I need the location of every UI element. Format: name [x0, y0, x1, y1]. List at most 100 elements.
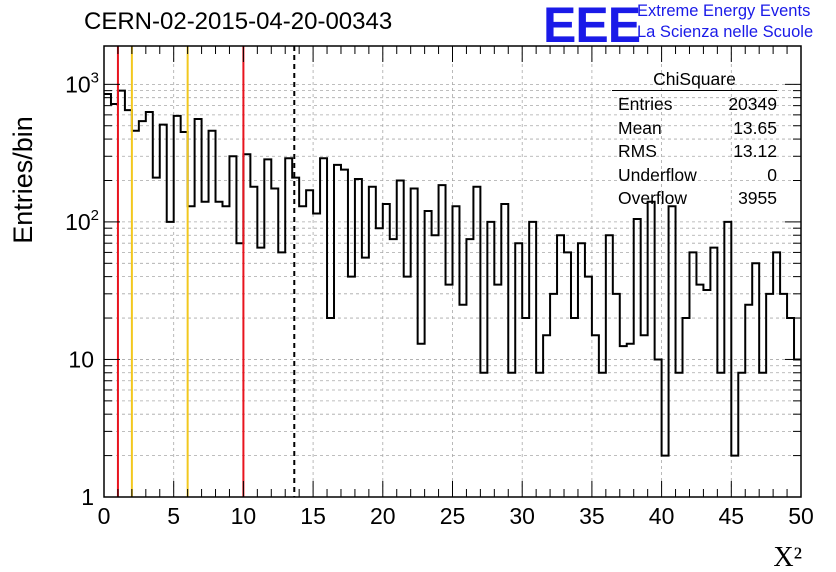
- x-tick-label: 40: [649, 503, 675, 529]
- x-tick-label: 25: [440, 503, 466, 529]
- histogram-bin: [731, 456, 738, 497]
- x-axis-title: X²: [773, 542, 802, 572]
- stats-box: ChiSquare Entries 20349 Mean 13.65 RMS 1…: [612, 66, 777, 211]
- histogram-bin: [125, 110, 132, 497]
- histogram-bin: [536, 373, 543, 497]
- histogram-bin: [243, 154, 250, 497]
- stats-key: Entries: [618, 94, 673, 114]
- x-tick-label: 35: [579, 503, 605, 529]
- histogram-bin: [696, 285, 703, 497]
- histogram-bin: [285, 158, 292, 497]
- logo-line-1: Extreme Energy Events: [637, 2, 811, 20]
- stats-row-rms: RMS 13.12: [612, 140, 777, 164]
- x-tick-label: 15: [300, 503, 326, 529]
- histogram-bin: [181, 132, 188, 497]
- histogram-bin: [376, 228, 383, 497]
- histogram-bin: [446, 285, 453, 497]
- histogram-bin: [669, 206, 676, 497]
- histogram-bin: [292, 178, 299, 497]
- stats-key: Mean: [618, 117, 662, 138]
- x-tick-label: 50: [788, 503, 814, 529]
- histogram-bin: [655, 359, 662, 497]
- x-tick-label: 0: [98, 503, 111, 529]
- stats-value: 20349: [728, 94, 777, 114]
- histogram-bin: [766, 294, 773, 497]
- x-tick-label: 10: [231, 503, 257, 529]
- histogram-bin: [278, 252, 285, 497]
- histogram-bin: [404, 277, 411, 497]
- histogram-bin: [202, 202, 209, 497]
- histogram-bin: [271, 188, 278, 497]
- run-title: CERN-02-2015-04-20-00343: [84, 8, 393, 35]
- histogram-bin: [264, 159, 271, 497]
- histogram-bin: [111, 104, 118, 497]
- histogram-bin: [710, 248, 717, 497]
- histogram-bin: [299, 206, 306, 497]
- x-tick-label: 5: [167, 503, 180, 529]
- histogram-bin: [794, 359, 801, 497]
- histogram-bin: [418, 344, 425, 497]
- histogram-bin: [229, 156, 236, 497]
- histogram-bin: [780, 294, 787, 497]
- histogram-bin: [683, 318, 690, 497]
- histogram-bin: [327, 318, 334, 497]
- histogram-bin: [188, 206, 195, 497]
- stats-value: 13.65: [733, 117, 777, 138]
- x-tick-label: 20: [370, 503, 396, 529]
- histogram-bin: [195, 119, 202, 497]
- histogram-bin: [613, 294, 620, 497]
- stats-title: ChiSquare: [612, 66, 777, 91]
- x-tick-label: 30: [509, 503, 535, 529]
- histogram-bin: [104, 94, 111, 497]
- histogram-bin: [341, 170, 348, 497]
- x-tick-label: 45: [719, 503, 745, 529]
- histogram-bin: [369, 187, 376, 497]
- histogram-bin: [306, 190, 313, 497]
- histogram-bin: [676, 373, 683, 497]
- stats-row-overflow: Overflow 3955: [612, 187, 777, 211]
- histogram-bin: [752, 263, 759, 497]
- histogram-bin: [146, 112, 153, 497]
- histogram-bin: [689, 252, 696, 497]
- histogram-line: [104, 89, 801, 457]
- histogram-bin: [453, 206, 460, 497]
- histogram-bin: [222, 206, 229, 497]
- histogram-bin: [550, 294, 557, 497]
- histogram-bin: [585, 277, 592, 497]
- histogram-bin: [174, 116, 181, 497]
- stats-value: 0: [767, 164, 777, 185]
- stats-key: Overflow: [618, 188, 688, 208]
- histogram-bin: [508, 373, 515, 497]
- histogram-bin: [480, 373, 487, 497]
- histogram-bin: [473, 187, 480, 497]
- histogram-bin: [620, 346, 627, 497]
- y-tick-label: 1: [81, 484, 94, 510]
- histogram-bin: [564, 252, 571, 497]
- histogram-bin: [334, 165, 341, 497]
- histogram-bin: [216, 202, 223, 497]
- histogram-bin: [390, 239, 397, 497]
- histogram-series: [104, 89, 801, 497]
- histogram-bin: [571, 318, 578, 497]
- histogram-bin: [411, 188, 418, 497]
- histogram-bin: [648, 202, 655, 497]
- histogram-bin: [439, 185, 446, 497]
- eee-logo: EEE: [543, 0, 641, 53]
- histogram-bin: [515, 243, 522, 497]
- axis-labels: 0 5 10 15 20 25 30 35 40 45 50 1 10 102 103 Entries/bin…: [8, 69, 814, 572]
- histogram-bin: [494, 285, 501, 497]
- stats-key: Underflow: [618, 164, 697, 185]
- axes: [103, 46, 802, 498]
- histogram-bin: [627, 344, 634, 497]
- logo-line-2: La Scienza nelle Scuole: [637, 23, 814, 41]
- histogram-bin: [703, 290, 710, 497]
- y-tick-label: 103: [65, 69, 99, 97]
- histogram-bin: [466, 239, 473, 497]
- histogram-bin: [383, 204, 390, 497]
- histogram-bin: [132, 131, 139, 497]
- reference-lines: [116, 46, 296, 497]
- histogram-bin: [759, 373, 766, 497]
- histogram-bin: [320, 158, 327, 497]
- histogram-bin: [717, 373, 724, 497]
- y-tick-label: 102: [65, 207, 99, 235]
